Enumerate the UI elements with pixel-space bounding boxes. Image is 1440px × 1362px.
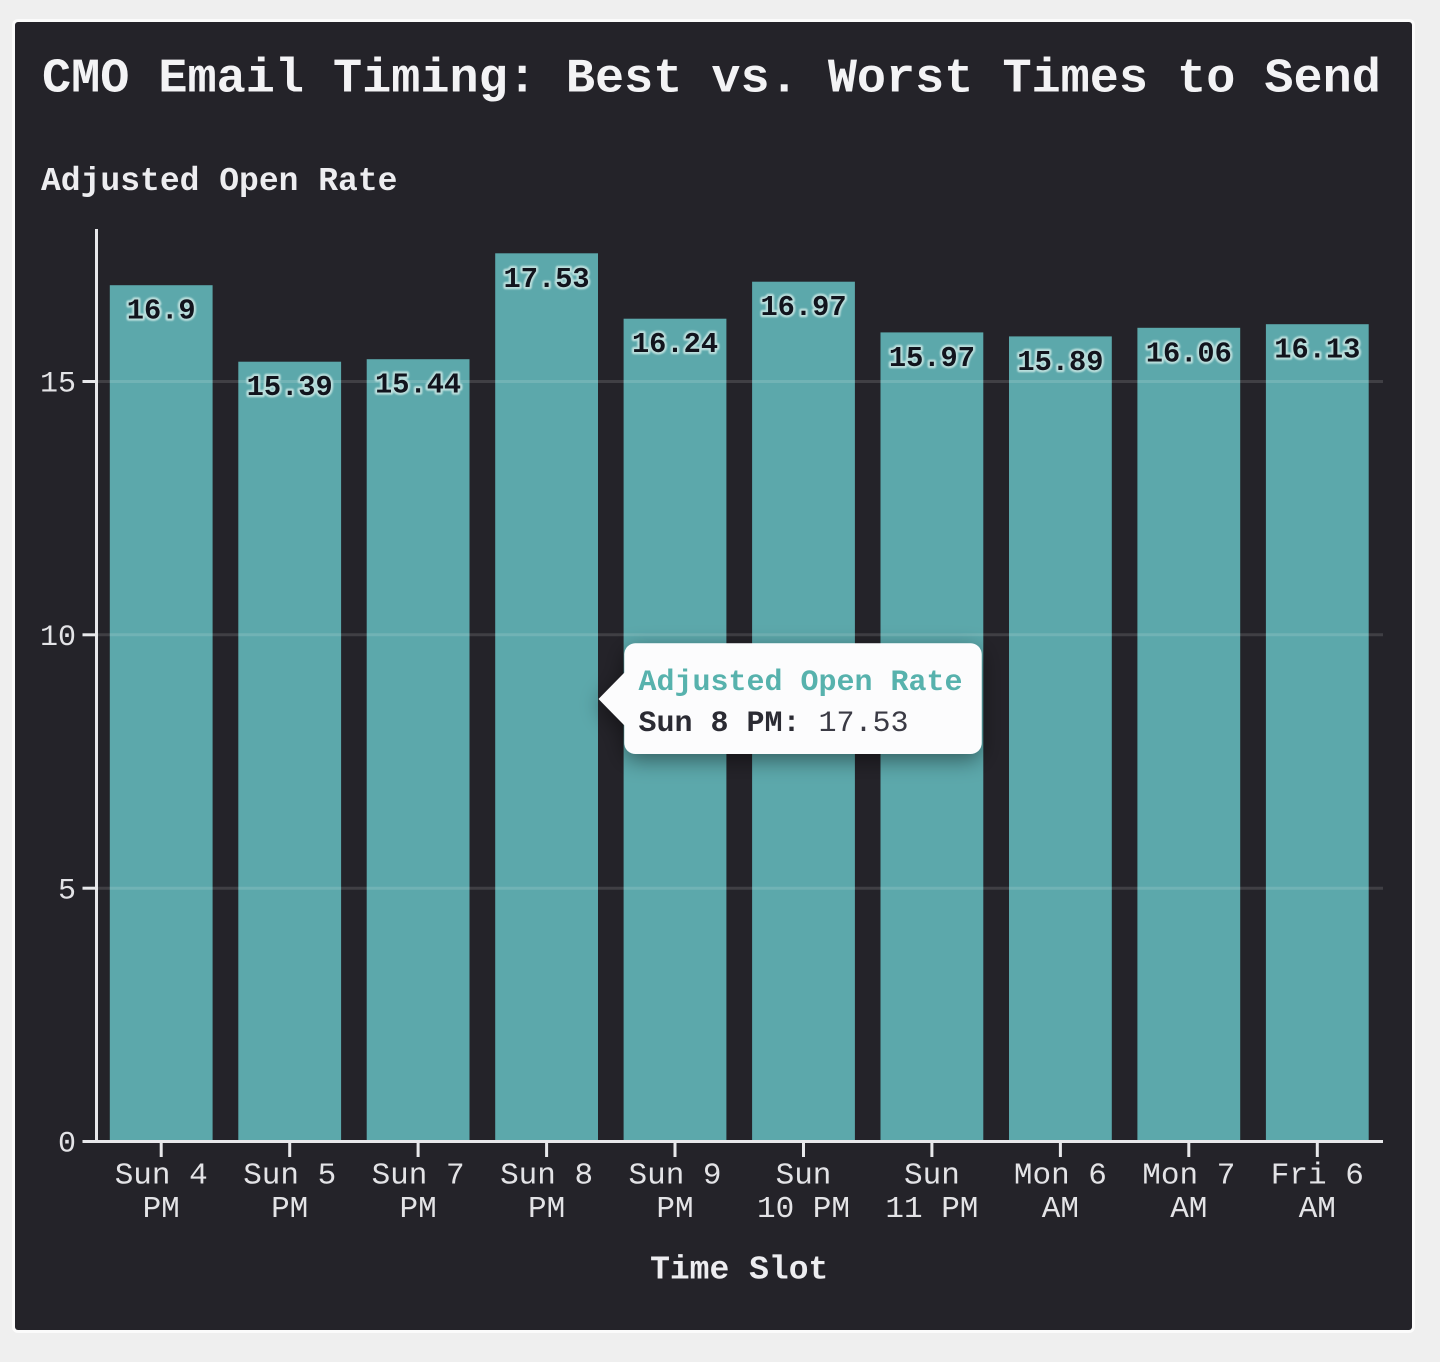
svg-text:16.9: 16.9	[127, 295, 196, 328]
svg-text:16.06: 16.06	[1146, 337, 1232, 370]
svg-text:Time Slot: Time Slot	[650, 1252, 828, 1289]
svg-text:PM: PM	[271, 1192, 308, 1227]
svg-text:15.44: 15.44	[375, 369, 461, 402]
svg-text:16.97: 16.97	[760, 291, 846, 324]
svg-text:PM: PM	[656, 1192, 693, 1227]
svg-text:AM: AM	[1170, 1192, 1207, 1227]
svg-text:Mon 7: Mon 7	[1142, 1159, 1235, 1194]
svg-text:Adjusted Open Rate: Adjusted Open Rate	[639, 666, 963, 700]
svg-text:16.13: 16.13	[1274, 334, 1360, 367]
svg-text:Adjusted Open Rate: Adjusted Open Rate	[41, 163, 397, 200]
svg-text:16.9: 16.9	[127, 295, 196, 328]
svg-text:Mon 6: Mon 6	[1014, 1159, 1107, 1194]
svg-text:PM: PM	[143, 1192, 180, 1227]
svg-text:17.53: 17.53	[504, 263, 590, 296]
svg-text:10: 10	[40, 621, 76, 655]
svg-text:17.53: 17.53	[504, 263, 590, 296]
svg-text:Sun 4: Sun 4	[115, 1159, 208, 1194]
svg-text:15.44: 15.44	[375, 369, 461, 402]
svg-text:11 PM: 11 PM	[885, 1192, 978, 1227]
svg-text:Sun 8: Sun 8	[500, 1159, 593, 1194]
svg-text:Sun 7: Sun 7	[372, 1159, 465, 1194]
svg-text:PM: PM	[399, 1192, 436, 1227]
svg-text:10 PM: 10 PM	[757, 1192, 850, 1227]
svg-text:15.97: 15.97	[889, 342, 975, 375]
svg-text:16.24: 16.24	[632, 328, 718, 361]
svg-text:AM: AM	[1042, 1192, 1079, 1227]
svg-text:Sun 8 PM: 17.53: Sun 8 PM: 17.53	[639, 707, 909, 741]
svg-text:5: 5	[58, 874, 76, 908]
svg-text:15.39: 15.39	[247, 371, 333, 404]
svg-text:15: 15	[40, 368, 76, 402]
svg-text:PM: PM	[528, 1192, 565, 1227]
svg-text:Sun 9: Sun 9	[628, 1159, 721, 1194]
svg-text:Sun: Sun	[904, 1159, 960, 1194]
svg-text:CMO Email Timing: Best vs. Wor: CMO Email Timing: Best vs. Worst Times t…	[42, 52, 1381, 107]
svg-text:AM: AM	[1299, 1192, 1336, 1227]
svg-text:0: 0	[58, 1128, 76, 1162]
svg-text:Fri 6: Fri 6	[1271, 1159, 1364, 1194]
svg-text:16.06: 16.06	[1146, 337, 1232, 370]
svg-text:16.97: 16.97	[760, 291, 846, 324]
svg-text:15.97: 15.97	[889, 342, 975, 375]
svg-text:16.13: 16.13	[1274, 334, 1360, 367]
svg-text:15.39: 15.39	[247, 371, 333, 404]
svg-text:16.24: 16.24	[632, 328, 718, 361]
svg-text:Sun: Sun	[776, 1159, 832, 1194]
svg-text:Sun 5: Sun 5	[243, 1159, 336, 1194]
svg-text:15.89: 15.89	[1017, 346, 1103, 379]
svg-text:15.89: 15.89	[1017, 346, 1103, 379]
